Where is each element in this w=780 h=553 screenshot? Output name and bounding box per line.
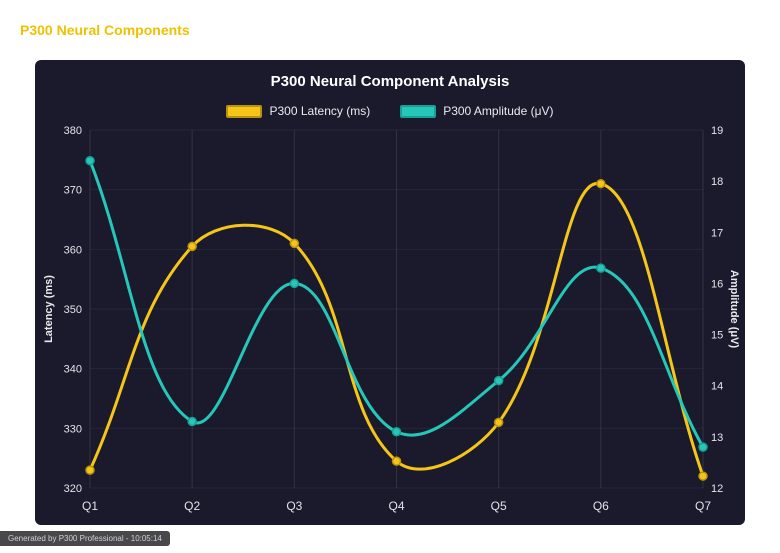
amplitude-swatch <box>400 104 437 118</box>
chart-legend: P300 Latency (ms) P300 Amplitude (μV) <box>35 104 745 118</box>
y-axis-title-right: Amplitude (μV) <box>728 269 740 349</box>
data-point <box>493 417 504 428</box>
latency-swatch <box>226 104 263 118</box>
x-axis-tick: Q7 <box>695 499 711 513</box>
chart-panel: P300 Neural Component Analysis P300 Late… <box>35 60 745 525</box>
series-amplitude <box>85 155 708 452</box>
x-axis-tick: Q4 <box>388 499 404 513</box>
chart-title: P300 Neural Component Analysis <box>270 73 510 90</box>
x-axis-tick: Q1 <box>82 499 98 513</box>
data-point <box>187 416 197 427</box>
x-axis-tick: Q2 <box>184 499 200 513</box>
right-axis-tick: 16 <box>711 278 723 290</box>
right-axis-tick: 12 <box>711 483 723 495</box>
x-axis-tick: Q3 <box>286 499 302 513</box>
right-axis-tick: 17 <box>711 227 723 239</box>
right-axis-tick: 18 <box>711 176 723 188</box>
left-axis-tick: 370 <box>64 185 82 197</box>
data-point <box>596 178 606 189</box>
data-point <box>493 375 504 386</box>
right-axis-tick: 15 <box>711 330 723 342</box>
left-axis-tick: 320 <box>64 483 82 495</box>
data-point <box>596 263 606 273</box>
data-point <box>289 278 300 289</box>
left-axis-tick: 340 <box>64 364 82 376</box>
y-axis-title-left: Latency (ms) <box>43 275 55 343</box>
x-axis-tick: Q5 <box>491 499 507 513</box>
legend-item-amplitude[interactable]: P300 Amplitude (μV) <box>400 104 554 118</box>
data-point <box>698 471 708 481</box>
x-axis-tick: Q6 <box>593 499 609 513</box>
data-point <box>85 465 95 475</box>
page-title: P300 Neural Components <box>20 22 190 38</box>
legend-label-latency: P300 Latency (ms) <box>269 104 371 118</box>
right-axis-tick: 13 <box>711 432 723 444</box>
data-point <box>85 155 95 166</box>
line-chart[interactable]: 320 330 340 350 360 370 380 12 13 14 15 16 17 18 19 Q1 Q… <box>35 60 745 525</box>
left-axis-tick: 360 <box>64 244 82 256</box>
left-axis-tick: 380 <box>64 125 82 137</box>
series-latency <box>85 178 708 481</box>
status-bar: Generated by P300 Professional - 10:05:1… <box>0 531 170 546</box>
legend-item-latency[interactable]: P300 Latency (ms) <box>226 104 370 118</box>
left-axis-tick: 350 <box>64 304 82 316</box>
left-axis-tick: 330 <box>64 423 82 435</box>
data-point <box>289 238 300 249</box>
right-axis-tick: 19 <box>711 125 723 137</box>
data-point <box>391 426 402 437</box>
data-point <box>391 456 402 466</box>
data-point <box>698 442 708 452</box>
right-axis-tick: 14 <box>711 381 723 393</box>
legend-label-amplitude: P300 Amplitude (μV) <box>443 104 554 118</box>
data-point <box>187 241 197 252</box>
